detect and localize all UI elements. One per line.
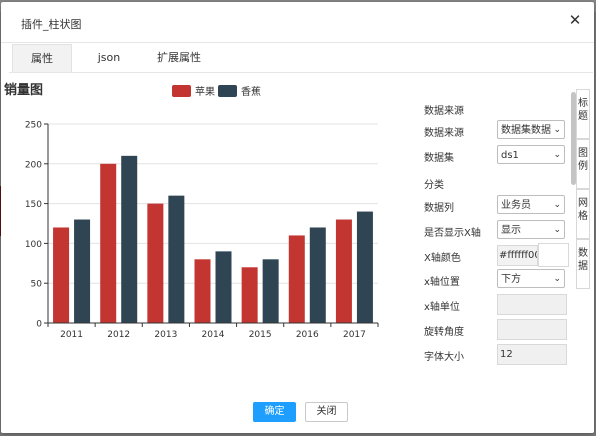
chevron-down-icon: ⌄ — [553, 125, 561, 135]
y-tick-label: 150 — [25, 200, 42, 210]
legend-item-banana[interactable]: 香蕉 — [218, 83, 261, 98]
x-tick-label: 2015 — [249, 330, 272, 340]
row-datasource: 数据来源 数据集数据 ⌄ — [424, 120, 570, 142]
legend-label-banana: 香蕉 — [241, 87, 261, 98]
x-axis-color-label: X轴颜色 — [424, 253, 461, 264]
chart-title: 销量图 — [4, 83, 44, 98]
bar-apple — [288, 235, 305, 323]
x-axis-position-label: x轴位置 — [424, 277, 460, 288]
section-category-label: 分类 — [424, 180, 444, 191]
chevron-down-icon: ⌄ — [553, 150, 561, 160]
dataset-select-value: ds1 — [501, 150, 519, 161]
x-tick-label: 2016 — [296, 330, 319, 340]
show-x-axis-select-value: 显示 — [501, 225, 521, 236]
y-tick-label: 200 — [25, 160, 42, 170]
section-datasource: 数据来源 — [424, 98, 570, 120]
bar-banana — [215, 251, 232, 323]
row-datacol: 数据列 业务员 ⌄ — [424, 195, 570, 217]
title-divider — [1, 42, 594, 43]
row-x-axis-color: X轴颜色 #ffffff00 — [424, 243, 570, 267]
show-x-axis-label: 是否显示X轴 — [424, 228, 481, 239]
row-rotate-angle: 旋转角度 — [424, 319, 570, 341]
row-show-x-axis: 是否显示X轴 显示 ⌄ — [424, 220, 570, 242]
row-x-axis-unit: x轴单位 — [424, 294, 570, 316]
bar-apple — [335, 219, 352, 323]
properties-panel: 数据来源 数据来源 数据集数据 ⌄ 数据集 ds1 ⌄ 分类 数据列 业务员 ⌄… — [424, 92, 570, 369]
tab-json[interactable]: json — [97, 51, 121, 64]
y-tick-label: 100 — [25, 240, 42, 250]
panel-scrollbar[interactable] — [571, 92, 576, 185]
x-axis-unit-input[interactable] — [497, 294, 567, 315]
chevron-down-icon: ⌄ — [553, 225, 561, 235]
datasource-select[interactable]: 数据集数据 ⌄ — [497, 120, 565, 139]
bar-apple — [53, 227, 70, 323]
chevron-down-icon: ⌄ — [553, 200, 561, 210]
bar-apple — [100, 163, 117, 323]
show-x-axis-select[interactable]: 显示 ⌄ — [497, 220, 565, 239]
x-tick-label: 2017 — [343, 330, 366, 340]
side-tab-data[interactable]: 数据 — [576, 239, 590, 289]
x-tick-label: 2012 — [107, 330, 130, 340]
bar-banana — [262, 259, 279, 323]
x-axis-color-picker[interactable] — [538, 243, 569, 267]
x-tick-label: 2013 — [154, 330, 177, 340]
bar-apple — [241, 267, 258, 323]
legend-swatch-banana — [218, 84, 237, 97]
side-tab-legend[interactable]: 图例 — [576, 139, 590, 189]
tabs-divider — [9, 72, 593, 73]
x-axis-unit-label: x轴单位 — [424, 302, 460, 313]
font-size-input[interactable]: 12 — [497, 344, 567, 365]
row-font-size: 字体大小 12 — [424, 344, 570, 366]
bar-banana — [168, 195, 185, 323]
section-category: 分类 — [424, 172, 570, 194]
close-button[interactable]: 关闭 — [305, 402, 348, 422]
close-icon[interactable]: ✕ — [568, 11, 582, 29]
datacol-select[interactable]: 业务员 ⌄ — [497, 195, 565, 214]
bar-apple — [147, 203, 164, 323]
legend-item-apple[interactable]: 苹果 — [172, 83, 215, 98]
bar-chart: 0 50 100 150 200 250 2011 2012 2013 2014 2015 2016 2… — [25, 121, 379, 340]
row-x-axis-position: x轴位置 下方 ⌄ — [424, 269, 570, 291]
y-tick-label: 0 — [36, 320, 42, 330]
datasource-label: 数据来源 — [424, 128, 464, 139]
dialog-title: 插件_柱状图 — [21, 18, 82, 31]
tab-extended-properties[interactable]: 扩展属性 — [157, 51, 201, 64]
rotate-angle-input[interactable] — [497, 319, 567, 340]
confirm-button[interactable]: 确定 — [253, 402, 296, 422]
tab-properties[interactable]: 属性 — [12, 44, 72, 73]
font-size-label: 字体大小 — [424, 352, 464, 363]
x-axis-position-select-value: 下方 — [501, 274, 521, 285]
legend-swatch-apple — [172, 84, 191, 97]
dataset-select[interactable]: ds1 ⌄ — [497, 145, 565, 164]
dataset-label: 数据集 — [424, 153, 454, 164]
y-tick-label: 250 — [25, 121, 42, 131]
side-tab-title[interactable]: 标题 — [576, 89, 590, 139]
section-datasource-label: 数据来源 — [424, 106, 464, 117]
datasource-select-value: 数据集数据 — [501, 125, 551, 136]
rotate-angle-label: 旋转角度 — [424, 327, 464, 338]
legend-label-apple: 苹果 — [195, 87, 215, 98]
datacol-label: 数据列 — [424, 203, 454, 214]
chevron-down-icon: ⌄ — [553, 274, 561, 284]
x-tick-label: 2011 — [60, 330, 83, 340]
bar-banana — [121, 155, 138, 323]
bar-banana — [74, 219, 91, 323]
y-tick-label: 50 — [31, 280, 43, 290]
datacol-select-value: 业务员 — [501, 200, 531, 211]
bar-apple — [194, 259, 211, 323]
side-tab-grid[interactable]: 网格 — [576, 189, 590, 239]
bar-banana — [356, 211, 373, 323]
bar-banana — [309, 227, 326, 323]
row-dataset: 数据集 ds1 ⌄ — [424, 145, 570, 167]
x-tick-label: 2014 — [202, 330, 225, 340]
x-axis-color-input[interactable]: #ffffff00 — [497, 245, 538, 266]
x-axis-position-select[interactable]: 下方 ⌄ — [497, 269, 565, 288]
